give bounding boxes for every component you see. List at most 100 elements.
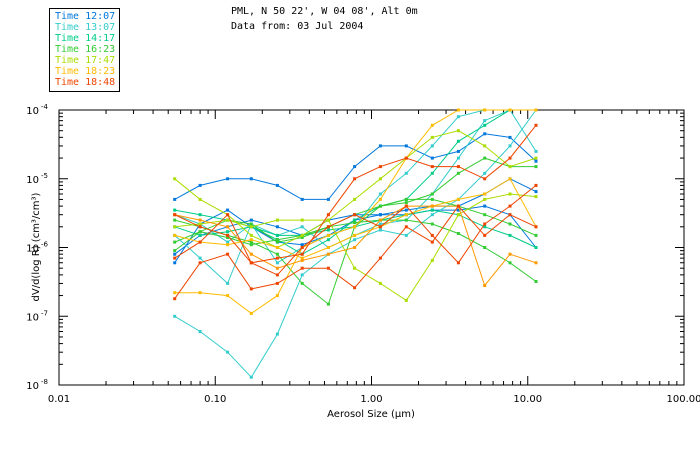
data-point-9-5 [275, 238, 279, 242]
data-point-10-5 [275, 240, 279, 244]
data-point-2-4 [249, 218, 253, 222]
data-point-14-8 [353, 233, 357, 237]
data-point-1-12 [456, 149, 460, 153]
data-point-1-9 [378, 144, 382, 148]
data-point-18-1 [173, 297, 177, 301]
data-point-19-2 [198, 240, 202, 244]
data-point-19-9 [378, 225, 382, 229]
data-point-4-14 [508, 144, 512, 148]
data-point-1-4 [249, 177, 253, 181]
data-point-4-8 [353, 238, 357, 242]
series-lines [173, 108, 538, 379]
data-point-6-15 [534, 149, 538, 153]
data-point-17-15 [534, 123, 538, 127]
data-point-7-11 [430, 171, 434, 175]
data-point-12-1 [173, 177, 177, 181]
y-tick-exponent: -4 [41, 103, 49, 111]
data-point-14-6 [300, 256, 304, 260]
data-point-6-12 [456, 156, 460, 160]
data-point-17-10 [404, 156, 408, 160]
data-point-16-7 [326, 252, 330, 256]
data-point-4-4 [249, 375, 253, 379]
y-tick-exponent: -5 [41, 172, 48, 180]
data-point-10-14 [508, 222, 512, 226]
data-point-8-11 [430, 208, 434, 212]
data-point-8-1 [173, 208, 177, 212]
data-point-13-9 [378, 281, 382, 285]
data-point-15-4 [249, 311, 253, 315]
data-point-12-12 [456, 129, 460, 133]
legend-item-6: Time 18:23 [55, 66, 116, 77]
legend-item-1: Time 12:07 [55, 11, 116, 22]
data-point-14-5 [275, 246, 279, 249]
data-point-11-10 [404, 201, 408, 205]
data-point-17-11 [430, 165, 434, 169]
data-point-15-3 [226, 294, 230, 298]
data-point-17-3 [226, 233, 230, 237]
data-point-15-11 [430, 123, 434, 127]
data-point-13-2 [198, 222, 202, 226]
x-tick-label: 0.10 [204, 394, 226, 405]
x-axis-label: Aerosol Size (μm) [327, 409, 415, 420]
data-point-14-10 [404, 213, 408, 217]
data-point-13-5 [275, 218, 279, 222]
data-point-7-8 [353, 218, 357, 222]
data-point-11-15 [534, 165, 538, 169]
x-tick-label: 10.00 [513, 394, 542, 405]
data-point-16-14 [508, 252, 512, 256]
data-point-5-5 [275, 261, 279, 265]
data-point-12-13 [483, 144, 487, 148]
legend-item-5: Time 17:47 [55, 55, 116, 66]
y-tick-label: 10 [26, 381, 39, 392]
data-point-18-6 [300, 266, 304, 270]
y-tick-exponent: -8 [41, 378, 48, 386]
data-point-12-15 [534, 156, 538, 160]
data-point-9-3 [226, 236, 230, 239]
data-point-18-8 [353, 286, 357, 290]
data-point-12-2 [198, 197, 202, 201]
data-point-5-11 [430, 144, 434, 148]
data-point-19-3 [226, 213, 230, 217]
data-point-2-10 [404, 208, 408, 212]
data-point-13-7 [326, 218, 330, 222]
data-point-18-15 [534, 225, 538, 229]
data-point-10-10 [404, 197, 408, 201]
data-point-11-13 [483, 156, 487, 160]
data-point-18-10 [404, 225, 408, 229]
data-point-13-6 [300, 218, 304, 222]
data-point-6-2 [198, 256, 202, 260]
data-point-12-9 [378, 177, 382, 181]
y-tick-label: 10 [26, 175, 39, 186]
data-point-9-4 [249, 243, 253, 247]
data-point-8-2 [198, 213, 202, 217]
data-point-8-13 [483, 225, 487, 229]
data-point-15-8 [353, 225, 357, 229]
data-point-9-1 [173, 240, 177, 244]
data-point-19-12 [456, 261, 460, 265]
data-point-15-1 [173, 291, 177, 295]
data-point-17-8 [353, 177, 357, 181]
data-point-11-6 [300, 281, 304, 285]
y-axis-label: dV/d(log R) (cm³/cm³) [31, 192, 42, 301]
data-point-1-5 [275, 183, 279, 187]
data-point-18-12 [456, 204, 460, 208]
data-point-8-5 [275, 233, 279, 237]
data-point-19-1 [173, 256, 177, 260]
data-point-14-1 [173, 233, 177, 237]
legend-item-4: Time 16:23 [55, 44, 116, 55]
data-point-9-15 [534, 280, 538, 283]
data-point-19-6 [300, 246, 304, 249]
data-point-17-2 [198, 225, 202, 229]
data-point-14-14 [508, 177, 512, 181]
data-point-17-14 [508, 156, 512, 160]
data-point-18-2 [198, 261, 202, 265]
data-point-13-14 [508, 192, 512, 196]
data-point-17-7 [326, 213, 330, 217]
data-point-16-4 [249, 252, 253, 256]
data-point-2-1 [173, 252, 177, 256]
data-point-11-4 [249, 240, 253, 244]
legend: Time 12:07 Time 13:07 Time 14:17 Time 16… [49, 8, 120, 92]
data-point-1-14 [508, 135, 512, 139]
